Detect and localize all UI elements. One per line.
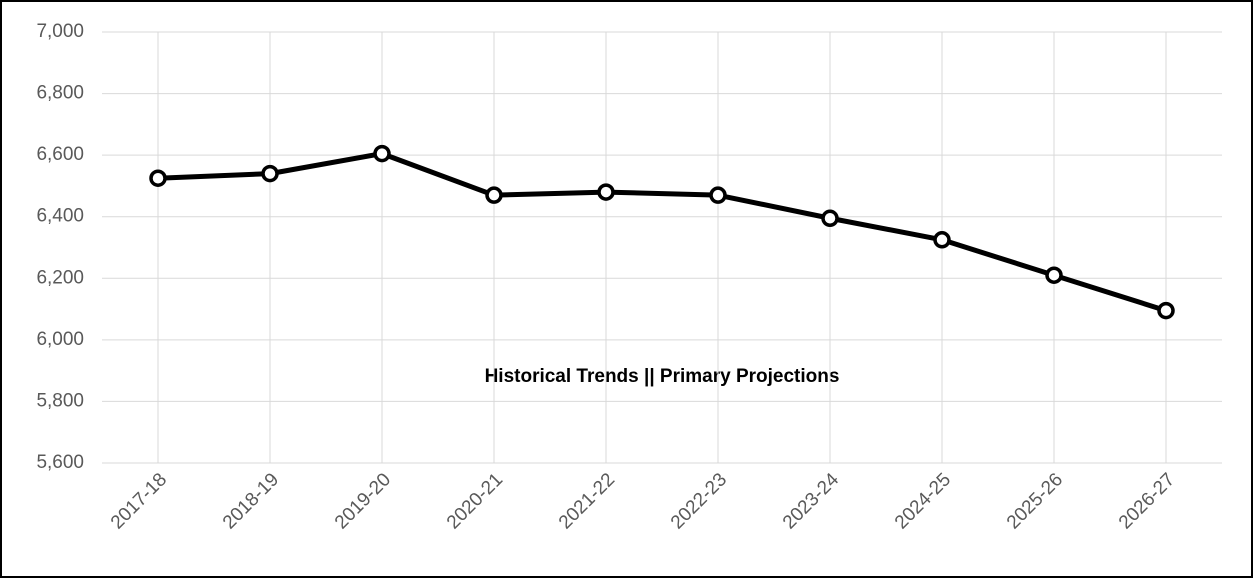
marker — [821, 209, 839, 228]
marker — [597, 183, 615, 201]
marker — [709, 186, 727, 204]
y-tick-label: 6,600 — [36, 144, 84, 165]
marker — [485, 186, 503, 204]
y-tick-label: 6,400 — [36, 206, 84, 227]
annotation: Historical Trends || Primary Projections — [485, 366, 840, 387]
marker — [933, 231, 951, 249]
y-tick-label: 5,800 — [36, 390, 84, 411]
marker — [1045, 266, 1063, 284]
y-tick-label: 6,200 — [36, 267, 84, 288]
line — [157, 151, 1167, 313]
y-tick-label: 6,800 — [36, 83, 84, 104]
y-tick-label: 5,600 — [36, 452, 84, 473]
marker — [1157, 301, 1175, 320]
y-tick-label: 6,000 — [36, 329, 84, 350]
y-tick-label: 7,000 — [36, 21, 84, 42]
marker — [373, 144, 391, 163]
marker — [261, 164, 279, 183]
marker — [149, 169, 167, 187]
